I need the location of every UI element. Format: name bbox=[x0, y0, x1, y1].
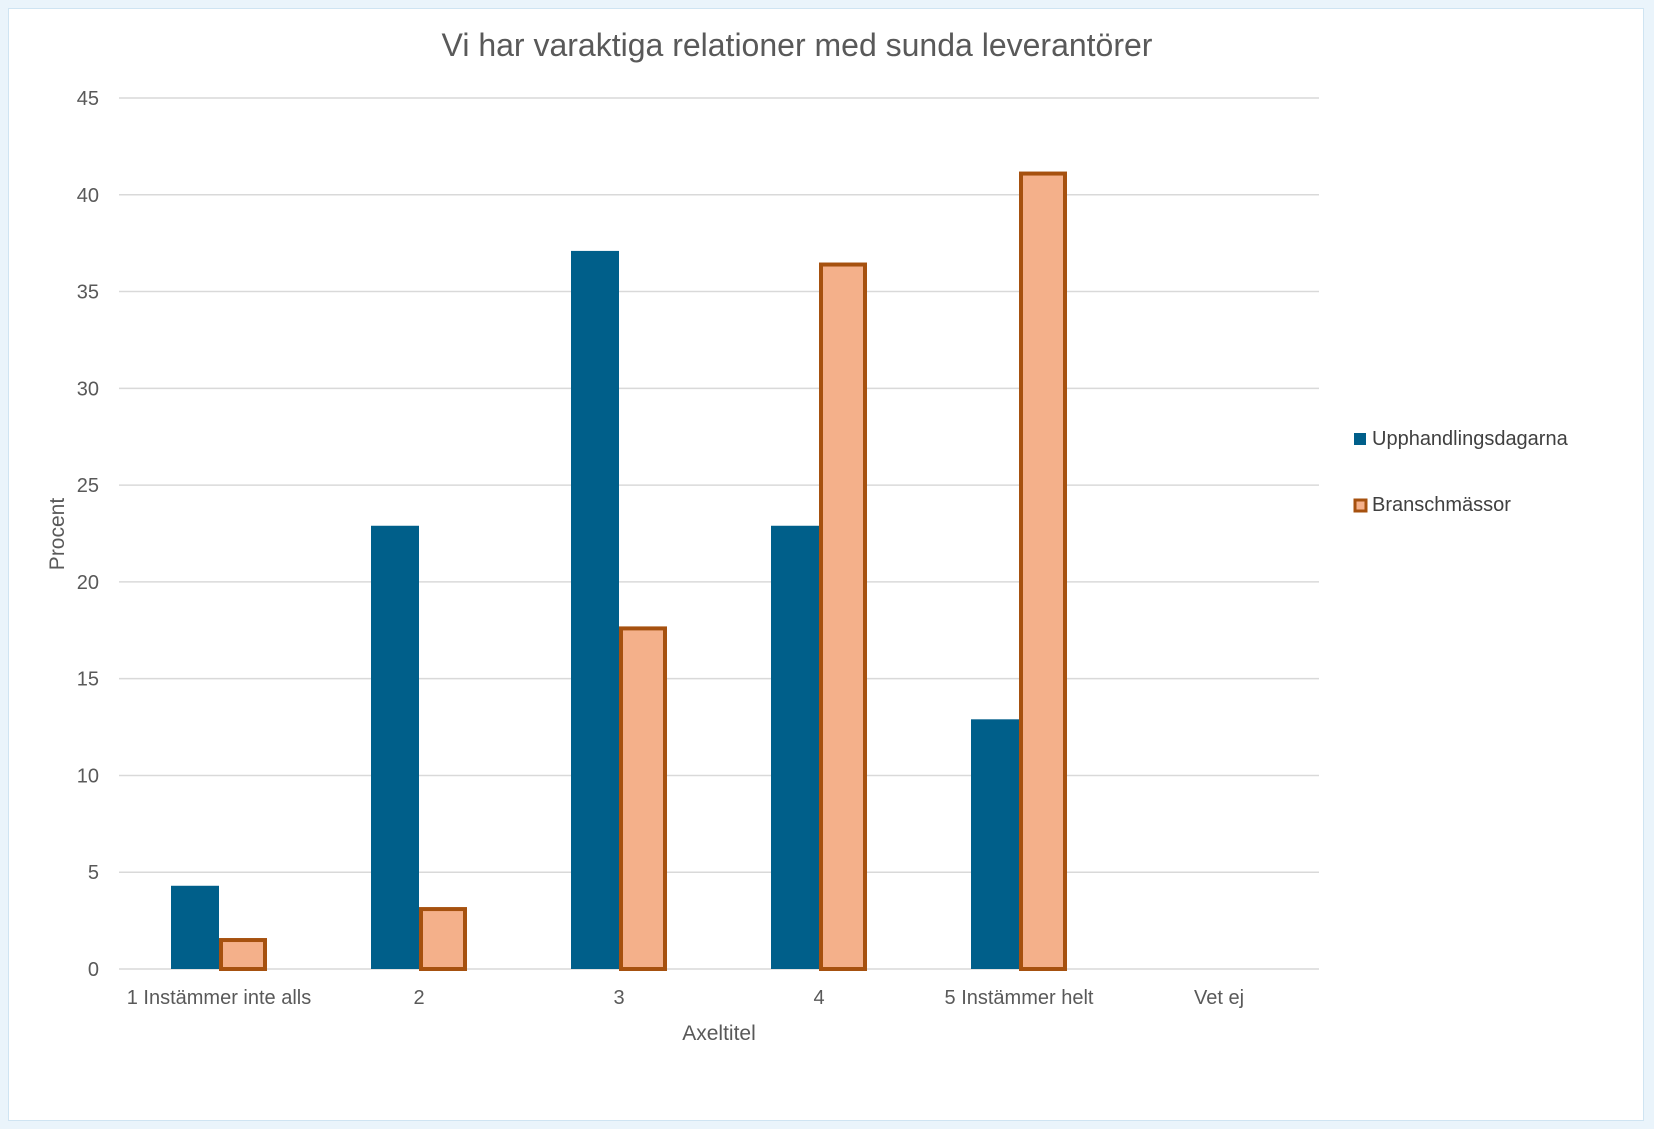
legend-swatch-1 bbox=[1353, 498, 1368, 513]
y-tick-label: 30 bbox=[77, 378, 99, 400]
x-axis-title: Axeltitel bbox=[682, 1022, 756, 1045]
y-tick-label: 5 bbox=[88, 862, 99, 884]
bar-chart: Vi har varaktiga relationer med sunda le… bbox=[46, 27, 1569, 1045]
bar-upphandlingsdagarna-4 bbox=[971, 719, 1019, 969]
bar-branschmassor-3 bbox=[819, 262, 867, 971]
x-tick-label: 2 bbox=[413, 987, 424, 1009]
legend: Upphandlingsdagarna Branschmässor bbox=[1353, 428, 1569, 516]
bar-upphandlingsdagarna-0 bbox=[171, 885, 219, 969]
bars bbox=[171, 171, 1067, 972]
bar-upphandlingsdagarna-3 bbox=[771, 525, 819, 969]
bar-branschmassor-2 bbox=[619, 626, 667, 971]
y-tick-label: 0 bbox=[88, 959, 99, 981]
x-tick-label: 5 Instämmer helt bbox=[945, 987, 1094, 1009]
y-tick-label: 15 bbox=[77, 669, 99, 691]
y-tick-label: 10 bbox=[77, 765, 99, 787]
legend-swatch-0 bbox=[1354, 433, 1366, 445]
y-tick-label: 25 bbox=[77, 475, 99, 497]
chart-frame: Vi har varaktiga relationer med sunda le… bbox=[8, 8, 1644, 1121]
x-tick-label: 1 Instämmer inte alls bbox=[127, 987, 312, 1009]
y-tick-label: 40 bbox=[77, 185, 99, 207]
chart-title: Vi har varaktiga relationer med sunda le… bbox=[442, 27, 1153, 63]
x-axis-ticks: 1 Instämmer inte alls 2 3 4 5 Instämmer helt… bbox=[127, 987, 1244, 1009]
y-tick-label: 45 bbox=[77, 88, 99, 110]
y-tick-label: 20 bbox=[77, 572, 99, 594]
bar-branschmassor-1 bbox=[419, 907, 467, 971]
y-tick-label: 35 bbox=[77, 282, 99, 304]
gridlines bbox=[119, 97, 1319, 970]
y-axis-ticks: 0 5 10 15 20 25 30 35 40 45 bbox=[77, 88, 99, 981]
legend-label-0: Upphandlingsdagarna bbox=[1372, 428, 1569, 450]
y-axis-title: Procent bbox=[46, 498, 69, 571]
bar-upphandlingsdagarna-2 bbox=[571, 250, 619, 970]
bar-upphandlingsdagarna-1 bbox=[371, 525, 419, 969]
x-tick-label: 4 bbox=[813, 987, 824, 1009]
bar-branschmassor-4 bbox=[1019, 171, 1067, 972]
x-tick-label: Vet ej bbox=[1194, 987, 1244, 1009]
x-tick-label: 3 bbox=[613, 987, 624, 1009]
bar-branschmassor-0 bbox=[219, 938, 267, 972]
legend-label-1: Branschmässor bbox=[1372, 494, 1511, 516]
